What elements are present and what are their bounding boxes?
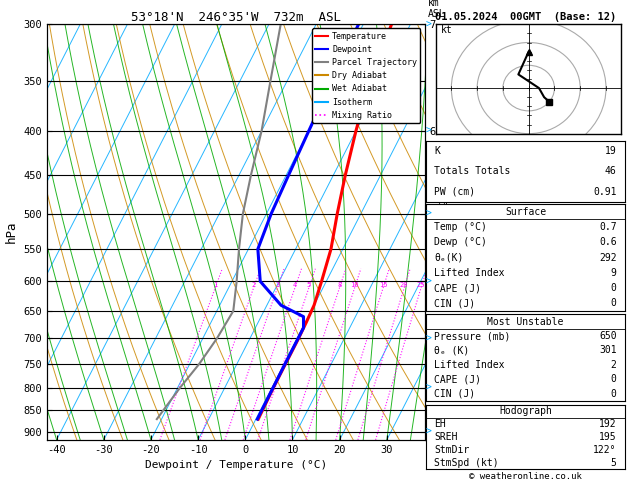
Text: Most Unstable: Most Unstable: [487, 317, 564, 327]
Text: 195: 195: [599, 432, 616, 442]
Text: 0: 0: [611, 374, 616, 384]
Text: θₑ (K): θₑ (K): [435, 346, 470, 355]
Text: 5: 5: [611, 458, 616, 468]
Text: Totals Totals: Totals Totals: [435, 166, 511, 176]
Text: 0.7: 0.7: [599, 222, 616, 232]
Text: 15: 15: [379, 282, 387, 288]
Text: LCL: LCL: [432, 427, 448, 436]
Text: StmSpd (kt): StmSpd (kt): [435, 458, 499, 468]
Text: >: >: [425, 126, 431, 136]
Text: 8: 8: [337, 282, 342, 288]
Text: 0.6: 0.6: [599, 237, 616, 247]
Text: SREH: SREH: [435, 432, 458, 442]
Text: 301: 301: [599, 346, 616, 355]
Y-axis label: hPa: hPa: [5, 221, 18, 243]
Text: >: >: [425, 208, 431, 219]
Text: 0: 0: [611, 389, 616, 399]
Text: 4: 4: [292, 282, 297, 288]
Text: PW (cm): PW (cm): [435, 187, 476, 196]
Text: 9: 9: [611, 268, 616, 278]
Text: 19: 19: [605, 146, 616, 156]
Text: km
ASL: km ASL: [428, 0, 445, 19]
Text: >: >: [425, 277, 431, 286]
Text: 20: 20: [400, 282, 408, 288]
Text: © weatheronline.co.uk: © weatheronline.co.uk: [469, 472, 582, 481]
Text: Pressure (mb): Pressure (mb): [435, 331, 511, 341]
Text: 122°: 122°: [593, 445, 616, 455]
X-axis label: Dewpoint / Temperature (°C): Dewpoint / Temperature (°C): [145, 460, 327, 470]
Text: 292: 292: [599, 253, 616, 262]
Text: 0: 0: [611, 298, 616, 309]
Text: 192: 192: [599, 419, 616, 429]
Text: >: >: [425, 383, 431, 393]
Text: 10: 10: [350, 282, 359, 288]
Text: 25: 25: [417, 282, 425, 288]
Text: 2: 2: [252, 282, 255, 288]
Text: 0.91: 0.91: [593, 187, 616, 196]
Text: θₑ(K): θₑ(K): [435, 253, 464, 262]
Text: 1: 1: [213, 282, 217, 288]
Text: CAPE (J): CAPE (J): [435, 283, 481, 293]
Text: 2: 2: [611, 360, 616, 370]
Text: Lifted Index: Lifted Index: [435, 268, 505, 278]
Text: 01.05.2024  00GMT  (Base: 12): 01.05.2024 00GMT (Base: 12): [435, 12, 616, 22]
Text: EH: EH: [435, 419, 446, 429]
Text: Dewp (°C): Dewp (°C): [435, 237, 487, 247]
Text: CIN (J): CIN (J): [435, 389, 476, 399]
Text: Surface: Surface: [505, 207, 546, 217]
Text: Temp (°C): Temp (°C): [435, 222, 487, 232]
Text: >: >: [425, 19, 431, 29]
Text: 46: 46: [605, 166, 616, 176]
Text: K: K: [435, 146, 440, 156]
Text: 0: 0: [611, 283, 616, 293]
Text: StmDir: StmDir: [435, 445, 470, 455]
Text: CAPE (J): CAPE (J): [435, 374, 481, 384]
Text: >: >: [425, 333, 431, 344]
Title: 53°18'N  246°35'W  732m  ASL: 53°18'N 246°35'W 732m ASL: [131, 11, 341, 24]
Y-axis label: Mixing Ratio (g/kg): Mixing Ratio (g/kg): [438, 176, 448, 288]
Text: 3: 3: [276, 282, 279, 288]
Text: 5: 5: [307, 282, 311, 288]
Legend: Temperature, Dewpoint, Parcel Trajectory, Dry Adiabat, Wet Adiabat, Isotherm, Mi: Temperature, Dewpoint, Parcel Trajectory…: [312, 29, 420, 123]
Text: Lifted Index: Lifted Index: [435, 360, 505, 370]
Text: kt: kt: [441, 25, 453, 35]
Text: CIN (J): CIN (J): [435, 298, 476, 309]
Text: >: >: [425, 427, 431, 437]
Text: Hodograph: Hodograph: [499, 406, 552, 416]
Text: 650: 650: [599, 331, 616, 341]
